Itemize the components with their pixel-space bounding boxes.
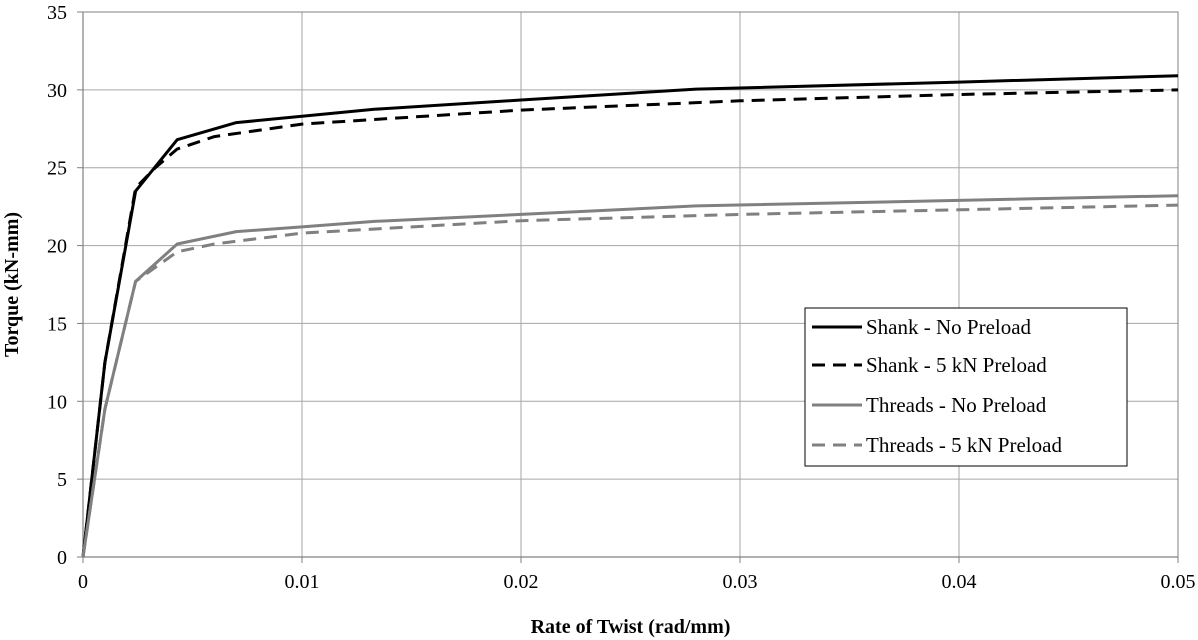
y-tick-label: 35 bbox=[47, 2, 67, 24]
legend-label-3: Threads - No Preload bbox=[866, 393, 1047, 417]
series-line-4 bbox=[81, 203, 1179, 558]
x-tick-label: 0.02 bbox=[504, 571, 539, 593]
legend-label-1: Shank - No Preload bbox=[866, 315, 1032, 339]
plot-area-frame bbox=[82, 11, 1179, 558]
y-tick-label: 10 bbox=[47, 391, 67, 413]
y-tick-label: 0 bbox=[57, 547, 67, 569]
y-tick-label: 5 bbox=[57, 469, 67, 491]
y-axis-ticks: 0 5 10 15 20 25 30 35 bbox=[47, 2, 83, 569]
x-tick-label: 0.03 bbox=[723, 571, 758, 593]
legend-label-4: Threads - 5 kN Preload bbox=[866, 433, 1062, 457]
y-tick-label: 15 bbox=[47, 313, 67, 335]
x-tick-label: 0.04 bbox=[942, 571, 977, 593]
legend: Shank - No Preload Shank - 5 kN Preload Th… bbox=[804, 307, 1128, 467]
y-tick-label: 20 bbox=[47, 236, 67, 258]
y-tick-label: 30 bbox=[47, 80, 67, 102]
series-line-2 bbox=[81, 88, 1179, 558]
legend-box bbox=[804, 307, 1128, 467]
y-axis-title: Torque (kN-mm) bbox=[1, 212, 23, 357]
x-tick-label: 0.05 bbox=[1161, 571, 1196, 593]
x-tick-label: 0.01 bbox=[285, 571, 320, 593]
series-layer bbox=[81, 74, 1179, 558]
x-axis-title: Rate of Twist (rad/mm) bbox=[531, 616, 731, 638]
legend-label-2: Shank - 5 kN Preload bbox=[866, 353, 1047, 377]
y-tick-label: 25 bbox=[47, 158, 67, 180]
x-axis-ticks: 0 0.01 0.02 0.03 0.04 0.05 bbox=[78, 557, 1196, 593]
x-tick-label: 0 bbox=[78, 571, 88, 593]
series-line-1 bbox=[81, 74, 1179, 558]
